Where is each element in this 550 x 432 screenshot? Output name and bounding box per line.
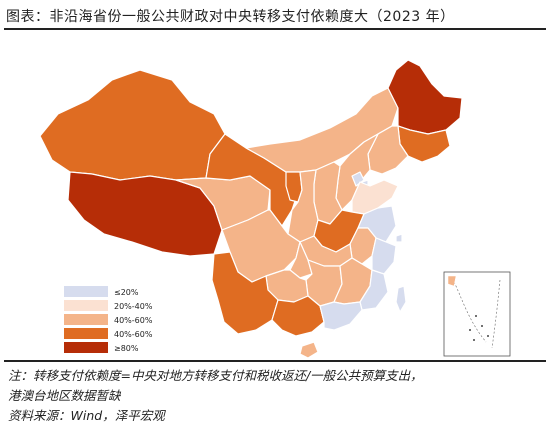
legend-label: ≤20% bbox=[114, 288, 139, 297]
region-guangdong bbox=[319, 301, 363, 331]
source-line: 资料来源：Wind，泽平宏观 bbox=[8, 408, 165, 423]
south-china-sea-inset bbox=[443, 271, 511, 357]
legend-label: 40%-60% bbox=[114, 330, 153, 339]
region-xinjiang bbox=[39, 69, 226, 181]
region-beijing bbox=[351, 171, 365, 187]
bottom-rule bbox=[4, 360, 546, 362]
chart-title: 图表：非沿海省份一般公共财政对中央转移支付依赖度大（2023 年） bbox=[6, 9, 455, 25]
region-fujian bbox=[359, 269, 389, 311]
map-legend: ≤20% 20%-40% 40%-60% 40%-60% ≥80% bbox=[64, 286, 153, 353]
legend-swatch bbox=[64, 328, 108, 339]
legend-swatch bbox=[64, 286, 108, 297]
region-taiwan bbox=[395, 285, 407, 313]
footnote: 注：转移支付依赖度=中央对地方转移支付和税收返还/一般公共预算支出， 港澳台地区… bbox=[8, 366, 544, 426]
legend-swatch bbox=[64, 342, 108, 353]
region-guangxi bbox=[271, 295, 325, 337]
china-choropleth-map: ≤20% 20%-40% 40%-60% 40%-60% ≥80% bbox=[39, 59, 511, 359]
region-tibet bbox=[67, 171, 223, 257]
legend-label: 40%-60% bbox=[114, 316, 153, 325]
legend-swatch bbox=[64, 300, 108, 311]
footnote-line-1: 注：转移支付依赖度=中央对地方转移支付和税收返还/一般公共预算支出， bbox=[8, 368, 423, 383]
region-hainan bbox=[299, 341, 319, 359]
region-shanghai bbox=[395, 233, 403, 243]
legend-label: 20%-40% bbox=[114, 302, 153, 311]
footnote-line-2: 港澳台地区数据暂缺 bbox=[8, 388, 121, 403]
top-rule bbox=[4, 28, 546, 30]
legend-swatch bbox=[64, 314, 108, 325]
region-heilongjiang bbox=[387, 59, 463, 135]
legend-label: ≥80% bbox=[114, 344, 139, 353]
region-zhejiang bbox=[371, 237, 397, 275]
